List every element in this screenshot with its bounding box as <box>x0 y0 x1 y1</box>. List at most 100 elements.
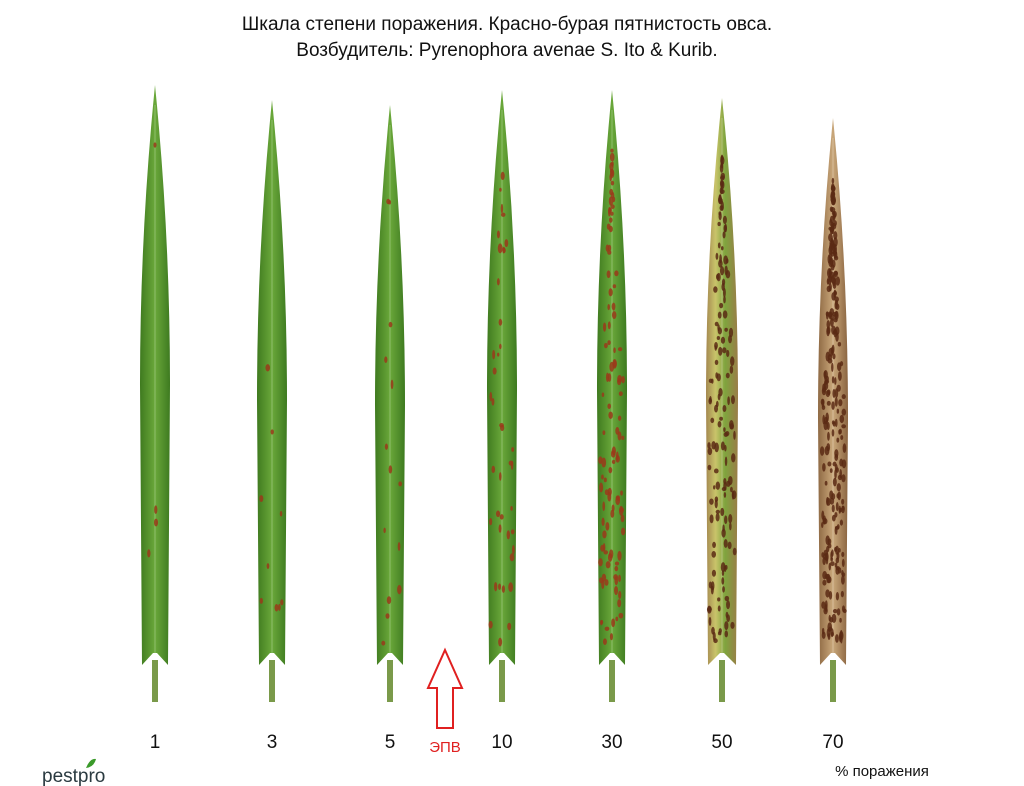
lesion <box>822 579 827 586</box>
lesion <box>604 579 609 586</box>
lesion <box>842 443 847 453</box>
lesion <box>830 314 835 321</box>
lesion <box>821 627 825 635</box>
lesion <box>831 493 836 500</box>
lesion <box>723 492 727 498</box>
lesion <box>397 584 402 595</box>
lesion <box>713 485 716 490</box>
lesion <box>607 403 612 409</box>
lesion <box>502 246 506 254</box>
lesion <box>611 161 614 167</box>
lesion <box>715 509 721 514</box>
lesion <box>830 628 834 638</box>
lesion <box>617 550 622 561</box>
lesion <box>613 347 616 354</box>
lesion <box>609 188 614 196</box>
lesion <box>728 327 734 338</box>
lesion <box>831 549 834 557</box>
lesion <box>621 376 625 384</box>
lesion <box>831 325 836 335</box>
lesion <box>601 573 607 582</box>
lesion <box>602 322 607 332</box>
lesion <box>717 421 722 428</box>
lesion <box>826 326 830 337</box>
lesion <box>840 590 844 598</box>
lesion <box>386 596 392 605</box>
lesion <box>721 577 725 585</box>
lesion <box>835 501 839 512</box>
lesion <box>821 387 827 396</box>
lesion <box>728 475 733 486</box>
lesion <box>724 430 730 437</box>
lesion <box>608 217 613 223</box>
lesion <box>822 414 826 425</box>
lesion <box>605 561 611 569</box>
lesion <box>709 396 712 403</box>
lesion <box>618 590 622 599</box>
lesion <box>824 573 830 579</box>
lesion <box>722 215 727 225</box>
lesion <box>826 311 829 320</box>
lesion <box>728 514 733 524</box>
lesion <box>611 459 616 464</box>
lesion <box>721 282 725 291</box>
lesion <box>718 628 722 634</box>
lesion <box>834 301 838 310</box>
lesion <box>274 604 279 612</box>
lesion <box>822 462 826 472</box>
lesion <box>731 453 736 463</box>
lesion <box>498 318 503 326</box>
lesion <box>499 343 502 350</box>
lesion <box>613 574 619 581</box>
lesion <box>621 435 625 440</box>
lesion <box>500 212 506 217</box>
lesion <box>499 514 504 520</box>
lesion <box>836 608 841 616</box>
lesion <box>709 514 714 524</box>
lesion <box>829 617 834 623</box>
lesion <box>726 600 731 610</box>
lesion <box>730 486 733 493</box>
lesion <box>834 296 839 303</box>
lesion <box>609 152 615 162</box>
lesion <box>714 404 719 413</box>
lesion <box>721 528 726 538</box>
lesion <box>707 442 711 449</box>
leaf-stem <box>719 660 725 702</box>
lesion <box>821 510 825 520</box>
lesion <box>832 353 836 360</box>
lesion <box>730 356 735 367</box>
lesion <box>830 190 836 199</box>
lesion <box>388 465 393 474</box>
lesion <box>489 391 493 402</box>
lesion <box>501 585 506 593</box>
lesion <box>831 259 836 268</box>
lesion <box>601 457 607 468</box>
lesion <box>720 507 725 517</box>
lesion <box>833 270 838 276</box>
lesion <box>825 556 829 565</box>
lesion <box>826 320 831 329</box>
lesion <box>498 583 502 590</box>
logo: pestpro <box>42 766 105 786</box>
lesion <box>601 474 604 480</box>
lesion <box>493 581 498 592</box>
lesion <box>608 466 613 474</box>
lesion <box>497 243 503 254</box>
lesion <box>832 609 838 614</box>
lesion <box>614 565 619 572</box>
lesion <box>610 204 615 209</box>
lesion <box>603 342 608 349</box>
lesion <box>824 480 828 486</box>
lesion <box>829 206 834 212</box>
logo-leaf <box>86 758 96 768</box>
lesion <box>608 196 614 206</box>
lesion <box>492 349 496 360</box>
lesion <box>508 460 514 466</box>
lesion <box>712 631 716 641</box>
lesion <box>510 529 515 535</box>
lesion <box>717 393 721 401</box>
lesion <box>611 302 616 311</box>
leaf-stem <box>609 660 615 702</box>
